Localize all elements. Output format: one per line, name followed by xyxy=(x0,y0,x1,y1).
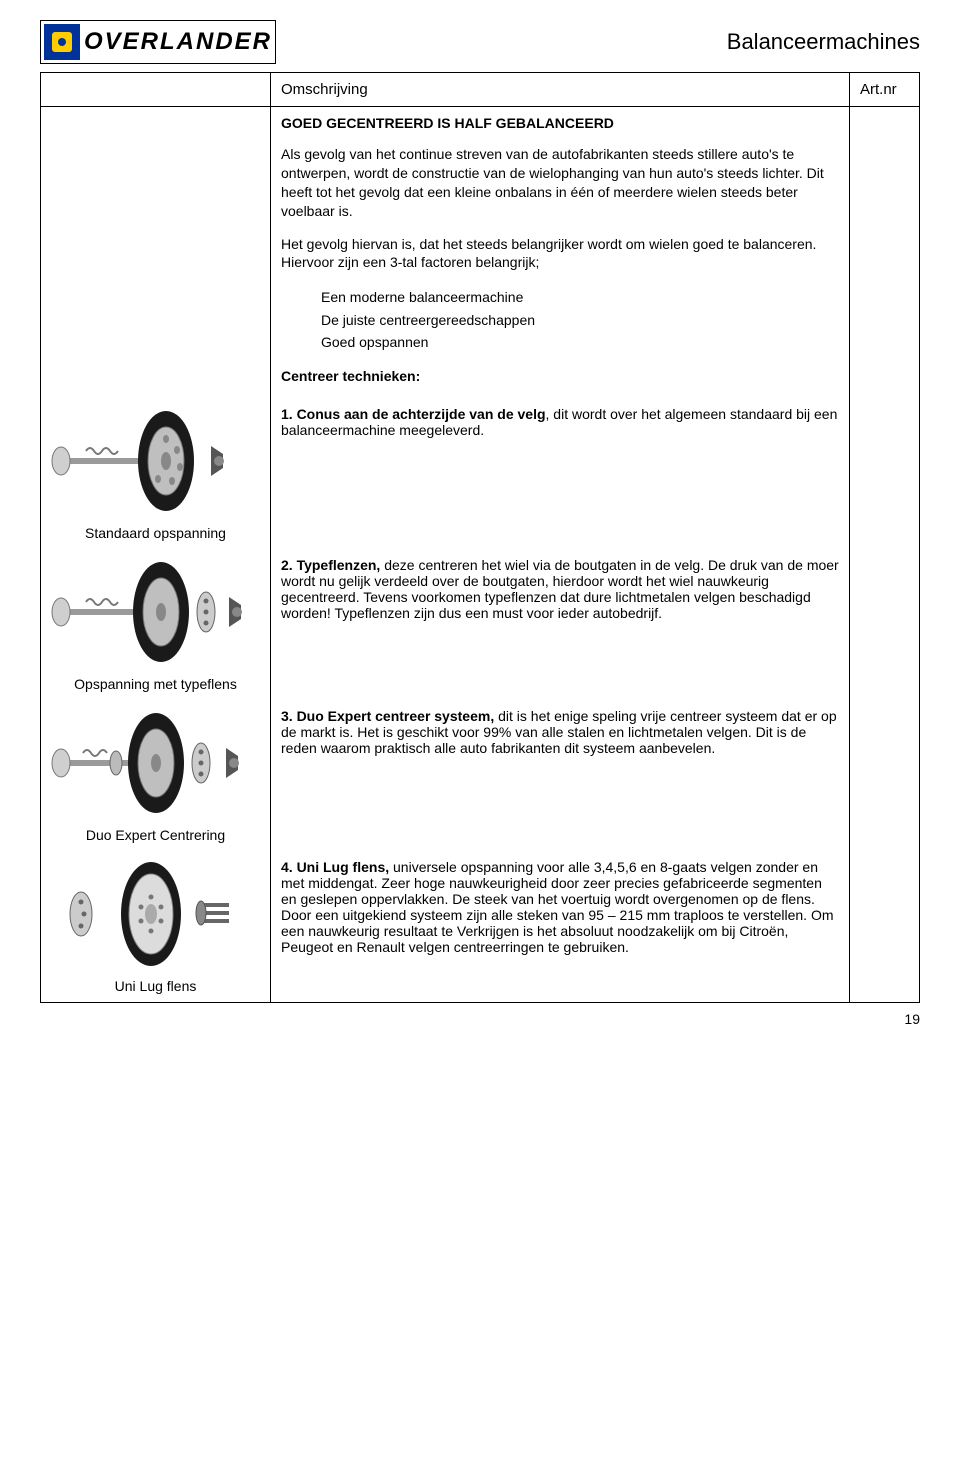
lead-1: 1. Conus aan de achterzijde van de velg xyxy=(281,406,546,422)
page-number: 19 xyxy=(40,1011,920,1027)
intro-cell: GOED GECENTREERD IS HALF GEBALANCEERD Al… xyxy=(271,107,850,398)
caption-3: Duo Expert Centrering xyxy=(51,827,260,843)
artnr-2 xyxy=(850,549,920,700)
wheel-diagram-3-icon xyxy=(51,708,251,818)
col-header-left xyxy=(41,73,271,107)
logo: OVERLANDER xyxy=(40,20,276,64)
img-cell-2: Opspanning met typeflens xyxy=(41,549,271,700)
img-cell-4: Uni Lug flens xyxy=(41,851,271,1003)
wheel-diagram-2-icon xyxy=(51,557,251,667)
caption-2: Opspanning met typeflens xyxy=(51,676,260,692)
caption-1: Standaard opspanning xyxy=(51,525,260,541)
bullet-2: De juiste centreergereedschappen xyxy=(321,309,839,331)
lead-2: 2. Typeflenzen, xyxy=(281,557,380,573)
img-cell-1: Standaard opspanning xyxy=(41,398,271,549)
lead-4: 4. Uni Lug flens, xyxy=(281,859,389,875)
left-empty-intro xyxy=(41,107,271,398)
lead-3: 3. Duo Expert centreer systeem, xyxy=(281,708,494,724)
artnr-intro xyxy=(850,107,920,398)
desc-2: 2. Typeflenzen, deze centreren het wiel … xyxy=(271,549,850,700)
artnr-4 xyxy=(850,851,920,1003)
desc-3: 3. Duo Expert centreer systeem, dit is h… xyxy=(271,700,850,851)
page-title: Balanceermachines xyxy=(727,29,920,55)
col-header-middle: Omschrijving xyxy=(271,73,850,107)
content-table: Omschrijving Art.nr GOED GECENTREERD IS … xyxy=(40,72,920,1003)
bullet-3: Goed opspannen xyxy=(321,331,839,353)
bullet-1: Een moderne balanceermachine xyxy=(321,286,839,308)
desc-4: 4. Uni Lug flens, universele opspanning … xyxy=(271,851,850,1003)
artnr-1 xyxy=(850,398,920,549)
intro-title: GOED GECENTREERD IS HALF GEBALANCEERD xyxy=(281,115,839,131)
wheel-diagram-1-icon xyxy=(51,406,251,516)
caption-4: Uni Lug flens xyxy=(51,978,260,994)
artnr-3 xyxy=(850,700,920,851)
intro-p1: Als gevolg van het continue streven van … xyxy=(281,145,839,221)
logo-icon xyxy=(44,24,80,60)
logo-text: OVERLANDER xyxy=(84,28,272,56)
col-header-right: Art.nr xyxy=(850,73,920,107)
intro-bullets: Een moderne balanceermachine De juiste c… xyxy=(321,286,839,353)
intro-p2: Het gevolg hiervan is, dat het steeds be… xyxy=(281,235,839,273)
desc-1: 1. Conus aan de achterzijde van de velg,… xyxy=(271,398,850,549)
centreer-heading: Centreer technieken: xyxy=(281,368,839,384)
wheel-diagram-4-icon xyxy=(51,859,251,969)
img-cell-3: Duo Expert Centrering xyxy=(41,700,271,851)
page-header: OVERLANDER Balanceermachines xyxy=(40,20,920,64)
